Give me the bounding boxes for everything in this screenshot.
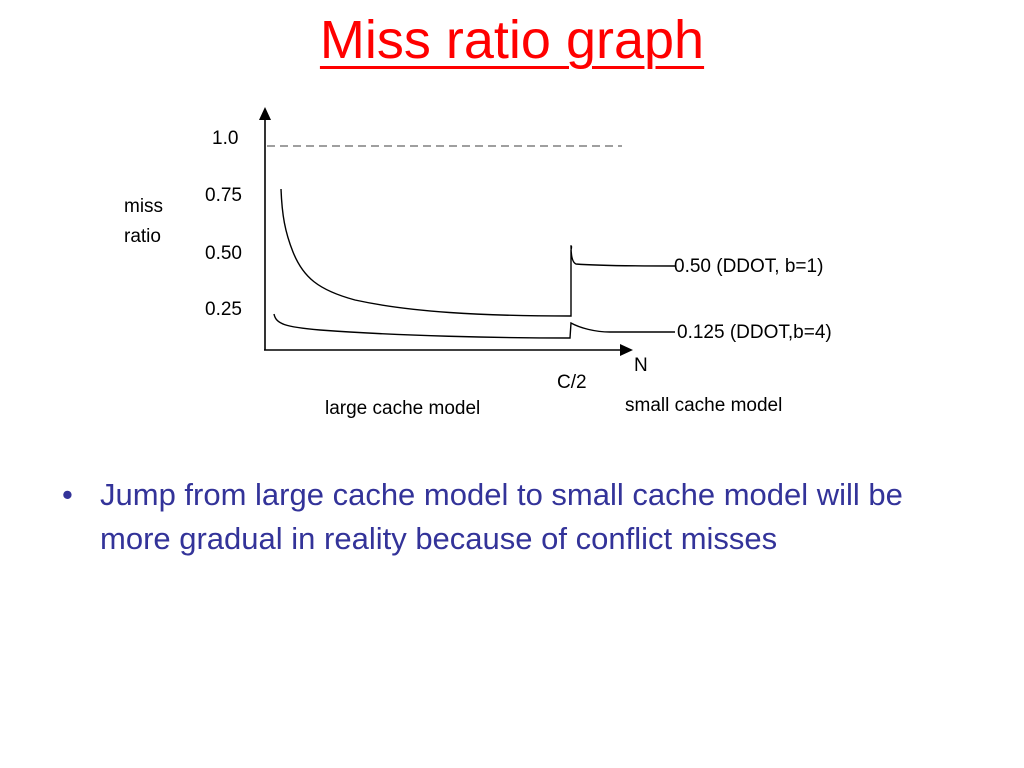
- y-axis-arrow: [259, 107, 271, 120]
- region-label-large-cache: large cache model: [325, 398, 480, 419]
- y-axis-label-line-1: miss: [124, 196, 163, 217]
- x-axis-arrow: [620, 344, 633, 356]
- series-line-ddot-b1: [280, 188, 676, 317]
- region-label-small-cache: small cache model: [625, 395, 782, 416]
- miss-ratio-chart: 1.0 0.75 0.50 0.25 miss ratio N C/2 0.50…: [124, 107, 832, 419]
- slide-title: Miss ratio graph: [319, 10, 705, 70]
- series-label-ddot-b1: 0.50 (DDOT, b=1): [674, 256, 823, 277]
- x-axis-label: N: [634, 355, 648, 376]
- y-tick-label-0-75: 0.75: [205, 185, 242, 206]
- x-tick-label-c-half: C/2: [557, 372, 587, 393]
- y-axis-label-line-2: ratio: [124, 226, 161, 247]
- y-tick-label-0-25: 0.25: [205, 299, 242, 320]
- series-line-ddot-b4: [273, 313, 675, 339]
- bullet-marker: •: [62, 477, 73, 512]
- bullet-point: • Jump from large cache model to small c…: [62, 473, 962, 561]
- bullet-text: Jump from large cache model to small cac…: [100, 477, 903, 556]
- y-tick-label-1-0: 1.0: [212, 128, 238, 149]
- series-label-ddot-b4: 0.125 (DDOT,b=4): [677, 322, 832, 343]
- y-tick-label-0-50: 0.50: [205, 243, 242, 264]
